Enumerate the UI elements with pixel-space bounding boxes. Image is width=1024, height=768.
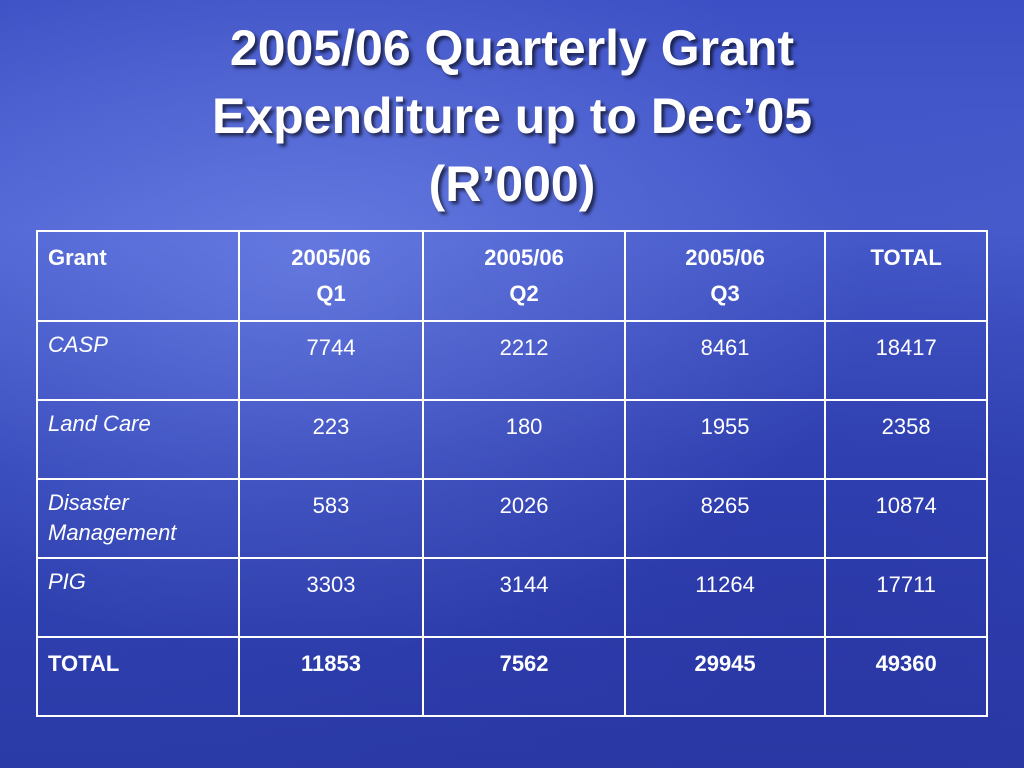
data-row: Land Care 223 180 1955 2358	[36, 399, 988, 480]
row-label: Land Care	[36, 399, 240, 480]
data-row: Disaster Management 583 2026 8265 10874	[36, 478, 988, 559]
value-cell: 2358	[824, 399, 988, 480]
header-text: TOTAL	[870, 245, 942, 270]
header-text: 2005/06	[484, 245, 564, 270]
value-cell: 1955	[623, 399, 827, 480]
value-cell: 3303	[237, 557, 425, 638]
value-cell: 2212	[422, 320, 626, 401]
value-cell: 7562	[422, 636, 626, 717]
header-text: Q3	[710, 281, 740, 306]
data-row: PIG 3303 3144 11264 17711	[36, 557, 988, 638]
value-cell: 7744	[237, 320, 425, 401]
row-label: PIG	[36, 557, 240, 638]
header-text: Grant	[48, 245, 107, 270]
value-cell: 2026	[422, 478, 626, 559]
value-cell: 8265	[623, 478, 827, 559]
value-cell: 11264	[623, 557, 827, 638]
grant-table: Grant 2005/06 Q1 2005/06 Q2 2005/06 Q3 TOTAL CAS…	[36, 230, 988, 717]
value-cell: 8461	[623, 320, 827, 401]
header-text: 2005/06	[291, 245, 371, 270]
header-cell: 2005/06 Q3	[623, 230, 827, 322]
row-label: Disaster Management	[36, 478, 240, 559]
title-line: 2005/06 Quarterly Grant	[229, 20, 795, 76]
value-cell: 3144	[422, 557, 626, 638]
value-cell: 17711	[824, 557, 988, 638]
value-cell: 223	[237, 399, 425, 480]
data-row: CASP 7744 2212 8461 18417	[36, 320, 988, 401]
value-cell: 583	[237, 478, 425, 559]
header-cell: TOTAL	[824, 230, 988, 322]
header-row: Grant 2005/06 Q1 2005/06 Q2 2005/06 Q3 TOTAL	[36, 230, 988, 322]
value-cell: 18417	[824, 320, 988, 401]
header-text: Q2	[509, 281, 539, 306]
table-body: Grant 2005/06 Q1 2005/06 Q2 2005/06 Q3 TOTAL CAS…	[36, 230, 988, 717]
value-cell: 49360	[824, 636, 988, 717]
value-cell: 11853	[237, 636, 425, 717]
header-cell: Grant	[36, 230, 240, 322]
header-text: 2005/06	[685, 245, 765, 270]
value-cell: 180	[422, 399, 626, 480]
header-cell: 2005/06 Q2	[422, 230, 626, 322]
total-row: TOTAL 11853 7562 29945 49360	[36, 636, 988, 717]
slide-title: 2005/06 Quarterly Grant Expenditure up to…	[0, 14, 1024, 218]
row-label: TOTAL	[36, 636, 240, 717]
title-line: (R’000)	[428, 156, 596, 212]
header-text: Q1	[316, 281, 346, 306]
value-cell: 29945	[623, 636, 827, 717]
value-cell: 10874	[824, 478, 988, 559]
header-cell: 2005/06 Q1	[237, 230, 425, 322]
title-line: Expenditure up to Dec’05	[211, 88, 813, 144]
row-label: CASP	[36, 320, 240, 401]
